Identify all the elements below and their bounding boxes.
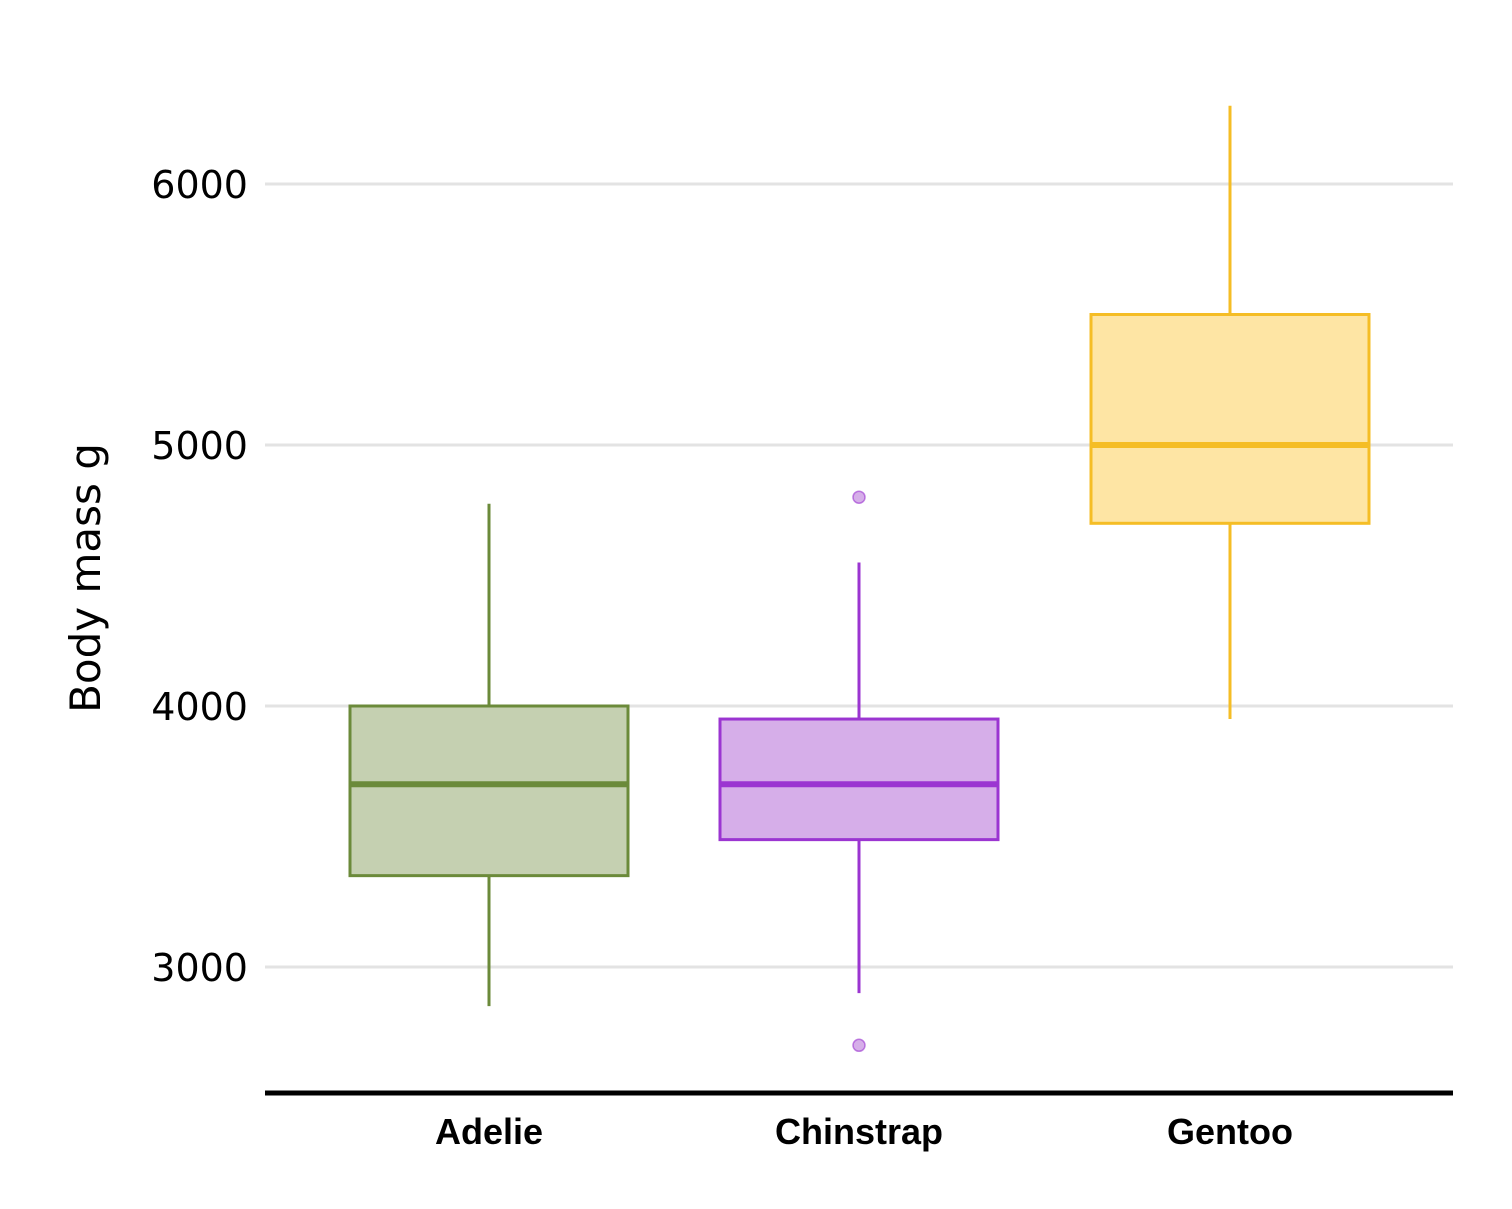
box-chinstrap bbox=[718, 490, 1000, 1053]
iqr-box bbox=[718, 717, 1000, 842]
y-tick-label: 5000 bbox=[151, 424, 248, 468]
outlier-point bbox=[852, 1038, 866, 1053]
y-tick-label: 6000 bbox=[151, 163, 248, 207]
boxes bbox=[348, 105, 1371, 1053]
x-category-labels: Adelie Chinstrap Gentoo bbox=[435, 1111, 1293, 1152]
y-tick-label: 3000 bbox=[151, 946, 248, 990]
x-category-label: Chinstrap bbox=[775, 1111, 943, 1152]
box-gentoo bbox=[1089, 105, 1371, 720]
y-axis-title: Body mass g bbox=[61, 443, 110, 713]
x-category-label: Gentoo bbox=[1167, 1111, 1293, 1152]
iqr-box bbox=[348, 704, 630, 878]
x-category-label: Adelie bbox=[435, 1111, 543, 1152]
y-tick-label: 4000 bbox=[151, 685, 248, 729]
iqr-box bbox=[1089, 313, 1371, 525]
outlier-point bbox=[852, 490, 866, 504]
y-tick-labels: 3000 4000 5000 6000 bbox=[151, 163, 248, 990]
box-adelie bbox=[348, 503, 630, 1007]
